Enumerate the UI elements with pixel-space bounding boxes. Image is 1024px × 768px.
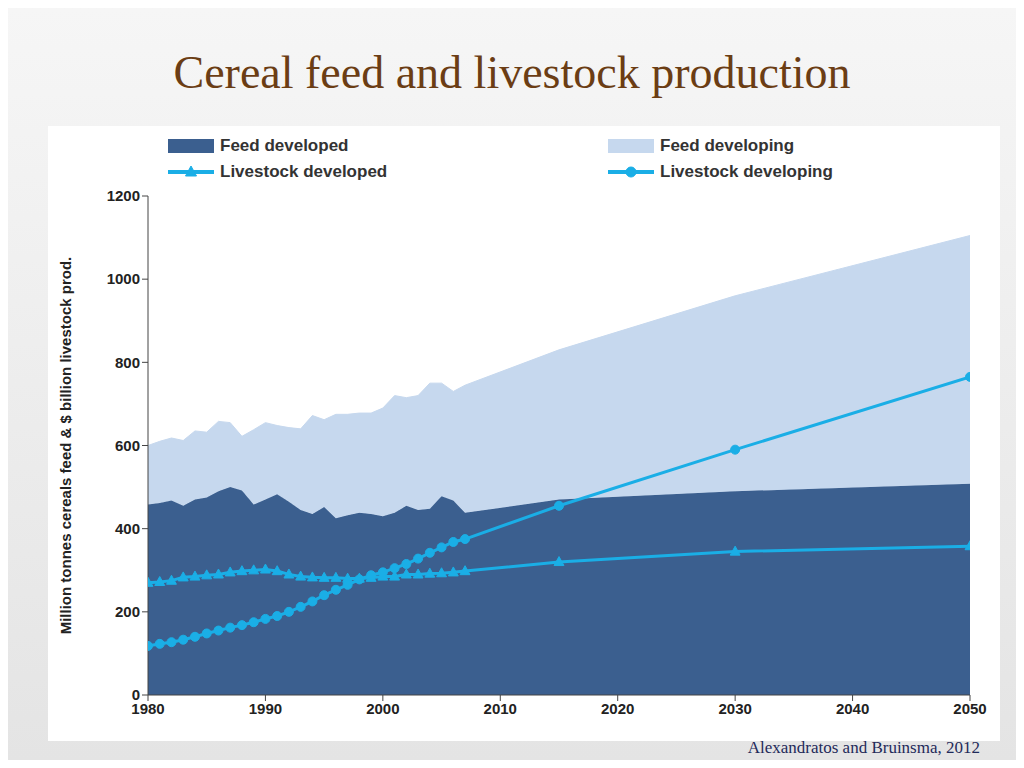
svg-text:1000: 1000 [107, 270, 140, 287]
svg-text:2040: 2040 [836, 700, 869, 717]
svg-text:1990: 1990 [249, 700, 282, 717]
html-text:Feed developing: Feed developing [660, 136, 795, 155]
svg-text:1980: 1980 [131, 699, 165, 717]
svg-text:1200: 1200 [107, 187, 140, 204]
html-text:Cereal feed and livestock prod: Cereal feed and livestock production [173, 47, 851, 98]
svg-text:2030: 2030 [718, 700, 751, 717]
svg-text:800: 800 [115, 354, 140, 371]
svg-text:600: 600 [115, 437, 140, 454]
html-text:Livestock developed: Livestock developed [220, 162, 388, 181]
svg-text:0: 0 [132, 686, 140, 703]
svg-text:Million tonnes cereals feed &: Million tonnes cereals feed & $ billion … [57, 257, 74, 635]
svg-text:2000: 2000 [366, 700, 399, 717]
html-text:Feed developed: Feed developed [220, 136, 349, 155]
svg-text:2050: 2050 [953, 700, 986, 717]
svg-text:2010: 2010 [484, 700, 517, 717]
html-text:Alexandratos and Bruinsma, 201: Alexandratos and Bruinsma, 2012 [747, 738, 980, 757]
svg-text:2020: 2020 [601, 700, 634, 717]
html-text:Livestock developing: Livestock developing [660, 162, 833, 181]
svg-text:400: 400 [115, 520, 140, 537]
svg-text:200: 200 [115, 603, 140, 620]
